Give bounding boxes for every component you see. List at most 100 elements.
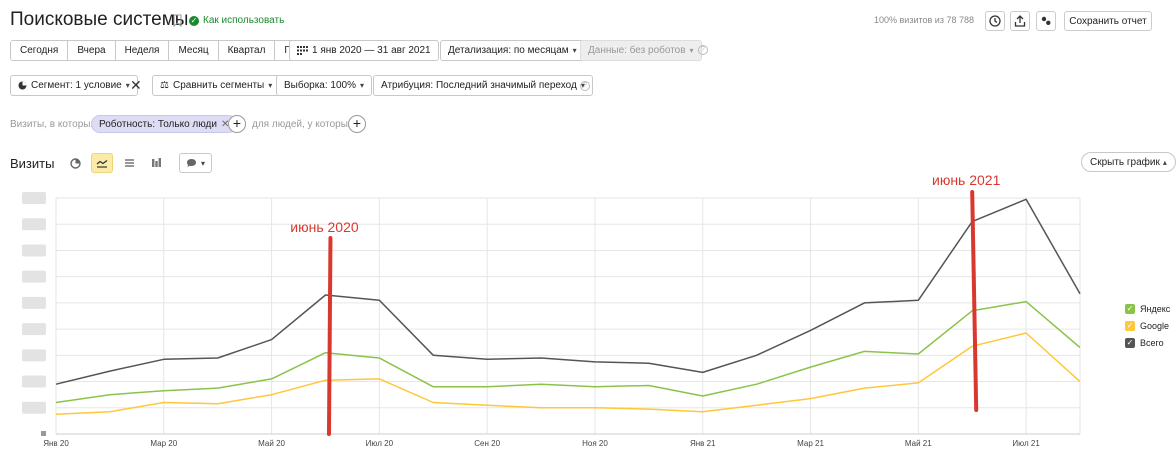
- legend-item-yandex[interactable]: ✓ Яндекс: [1125, 300, 1170, 317]
- chart-section-title: Визиты: [10, 156, 55, 171]
- clock-icon: [989, 15, 1001, 27]
- x-axis-ticks: Янв 20 Мар 20 Май 20 Июл 20 Сен 20 Ноя 20 Янв …: [43, 439, 1040, 448]
- page-title: Поисковые системы: [10, 9, 189, 30]
- detail-dropdown[interactable]: Детализация: по месяцам ▾: [440, 40, 585, 61]
- sample-dropdown[interactable]: Выборка: 100% ▾: [276, 75, 373, 96]
- legend-item-google[interactable]: ✓ Google: [1125, 317, 1170, 334]
- annotations-dropdown[interactable]: ▾: [179, 153, 213, 173]
- y-tick-label-obscured: [22, 244, 46, 257]
- legend-label: Яндекс: [1140, 303, 1171, 314]
- add-filter-button[interactable]: +: [228, 115, 246, 133]
- compare-segments-dropdown[interactable]: ⚖ Сравнить сегменты ▾: [152, 75, 281, 96]
- hide-chart-button[interactable]: Скрыть график ▴: [1081, 152, 1176, 172]
- x-tick-label: Сен 20: [474, 439, 500, 448]
- period-week[interactable]: Неделя: [115, 41, 170, 60]
- compare-segments-label: Сравнить сегменты: [172, 80, 265, 91]
- x-tick-label: Мар 20: [150, 439, 177, 448]
- segment-label: Сегмент: 1 условие: [31, 80, 122, 91]
- y-tick-label-obscured: [22, 218, 46, 231]
- filter-chip[interactable]: Роботность: Только люди ✕: [91, 115, 238, 133]
- period-today[interactable]: Сегодня: [11, 41, 69, 60]
- bar-view-button[interactable]: [145, 153, 167, 173]
- detail-label: Детализация: по месяцам: [448, 45, 569, 56]
- line-view-button[interactable]: [91, 153, 113, 173]
- date-range-label: 1 янв 2020 — 31 авг 2021: [312, 45, 431, 56]
- y-tick-label-obscured: [22, 375, 46, 388]
- bookmark-icon[interactable]: [173, 14, 182, 27]
- how-to-use-label: Как использовать: [203, 15, 285, 26]
- visits-percent: 100% визитов из 78 788: [874, 15, 974, 25]
- x-tick-label: Май 21: [905, 439, 932, 448]
- y-tick-label-obscured: [22, 296, 46, 309]
- sample-label: Выборка: 100%: [284, 80, 356, 91]
- period-month[interactable]: Месяц: [169, 41, 219, 60]
- x-tick-label: Июл 21: [1012, 439, 1040, 448]
- annotation-marker: [326, 236, 333, 436]
- chart-series: [55, 198, 1081, 416]
- series-line-1: [55, 332, 1081, 416]
- help-icon[interactable]: ?: [698, 45, 708, 55]
- x-tick-label: Мар 21: [797, 439, 824, 448]
- x-tick-label: Янв 21: [690, 439, 716, 448]
- add-people-filter-button[interactable]: +: [348, 115, 366, 133]
- chart-legend: ✓ Яндекс ✓ Google ✓ Всего: [1125, 300, 1170, 351]
- legend-label: Google: [1140, 320, 1170, 331]
- stacked-chart-icon: [124, 159, 134, 167]
- data-filter-dropdown[interactable]: Данные: без роботов ▾: [580, 40, 702, 61]
- series-line-2: [55, 198, 1081, 385]
- people-filter-text: для людей, у которых: [252, 119, 353, 130]
- period-selector: Сегодня Вчера Неделя Месяц Квартал Год: [10, 40, 311, 61]
- share-icon: [1014, 15, 1026, 27]
- filter-chip-label: Роботность: Только люди: [99, 118, 217, 130]
- comment-icon: [187, 159, 196, 167]
- chevron-down-icon: ▾: [125, 81, 130, 90]
- export-button[interactable]: [1010, 11, 1030, 31]
- chevron-down-icon: ▾: [268, 81, 273, 90]
- y-tick-label-obscured: [22, 401, 46, 414]
- chevron-down-icon: ▾: [201, 158, 206, 168]
- chevron-down-icon: ▾: [572, 46, 577, 55]
- legend-item-total[interactable]: ✓ Всего: [1125, 334, 1170, 351]
- axis-origin-marker: [41, 431, 46, 436]
- chevron-up-icon: ▴: [1162, 157, 1167, 167]
- y-tick-label-obscured: [22, 192, 46, 204]
- x-tick-label: Июл 20: [366, 439, 394, 448]
- close-icon[interactable]: ✕: [220, 118, 230, 130]
- attribution-label: Атрибуция: Последний значимый переход: [381, 80, 577, 91]
- checkbox-icon: ✓: [1125, 303, 1135, 314]
- bar-chart-icon: [151, 158, 161, 167]
- chart-grid: [41, 197, 1081, 436]
- y-tick-label-obscured: [22, 270, 46, 283]
- series-line-0: [55, 300, 1081, 404]
- pie-chart-icon: [69, 157, 81, 169]
- how-to-use-link[interactable]: ✓ Как использовать: [189, 15, 284, 26]
- legend-label: Всего: [1140, 337, 1164, 348]
- date-range-button[interactable]: 1 янв 2020 — 31 авг 2021: [289, 40, 439, 61]
- x-tick-label: Янв 20: [43, 439, 69, 448]
- y-axis-labels-obscured: [22, 192, 46, 414]
- compare-icon: ⚖: [160, 80, 169, 91]
- save-report-button[interactable]: Сохранить отчет: [1064, 11, 1152, 31]
- period-yesterday[interactable]: Вчера: [68, 41, 116, 60]
- y-tick-label-obscured: [22, 323, 46, 336]
- history-button[interactable]: [985, 11, 1005, 31]
- line-chart-icon: [96, 159, 108, 168]
- checkbox-icon: ✓: [1125, 337, 1135, 348]
- users-icon: [1041, 16, 1051, 25]
- chevron-down-icon: ▾: [360, 81, 365, 90]
- check-icon: ✓: [189, 15, 199, 26]
- sharing-button[interactable]: [1036, 11, 1056, 31]
- chevron-down-icon: ▾: [689, 46, 694, 55]
- period-quarter[interactable]: Квартал: [218, 41, 276, 60]
- help-icon[interactable]: ?: [580, 81, 590, 91]
- calendar-icon: [297, 46, 308, 55]
- annotation-label: июнь 2020: [290, 219, 359, 235]
- attribution-dropdown[interactable]: Атрибуция: Последний значимый переход ▾: [373, 75, 593, 96]
- area-view-button[interactable]: [118, 153, 140, 173]
- clear-segment-icon[interactable]: ✕: [130, 77, 142, 93]
- pie-view-button[interactable]: [64, 153, 86, 173]
- hide-chart-label: Скрыть график: [1090, 156, 1160, 168]
- segment-dropdown[interactable]: Сегмент: 1 условие ▾: [10, 75, 138, 96]
- x-tick-label: Ноя 20: [582, 439, 608, 448]
- chart-annotations: июнь 2020 июнь 2021: [290, 172, 1001, 436]
